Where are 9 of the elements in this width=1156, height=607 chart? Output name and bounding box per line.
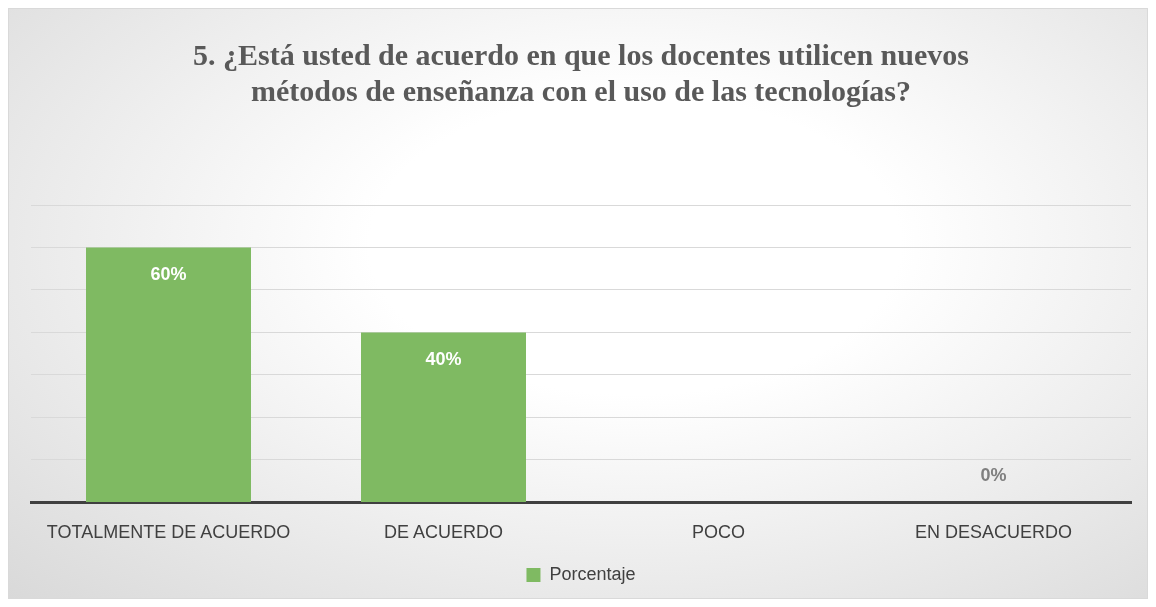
x-tick-label: TOTALMENTE DE ACUERDO <box>46 522 291 543</box>
data-label: 40% <box>425 349 462 370</box>
data-label: 60% <box>150 264 187 285</box>
data-label: 0% <box>980 465 1007 486</box>
x-tick-label: POCO <box>691 522 746 543</box>
chart-title: 5. ¿Está usted de acuerdo en que los docentes utilicen nuevos métodos de enseñanza con el uso de las tecnologías? <box>193 37 969 107</box>
legend-label: Porcentaje <box>549 563 636 584</box>
x-tick-label: EN DESACUERDO <box>914 522 1073 543</box>
x-tick-label: DE ACUERDO <box>383 522 504 543</box>
